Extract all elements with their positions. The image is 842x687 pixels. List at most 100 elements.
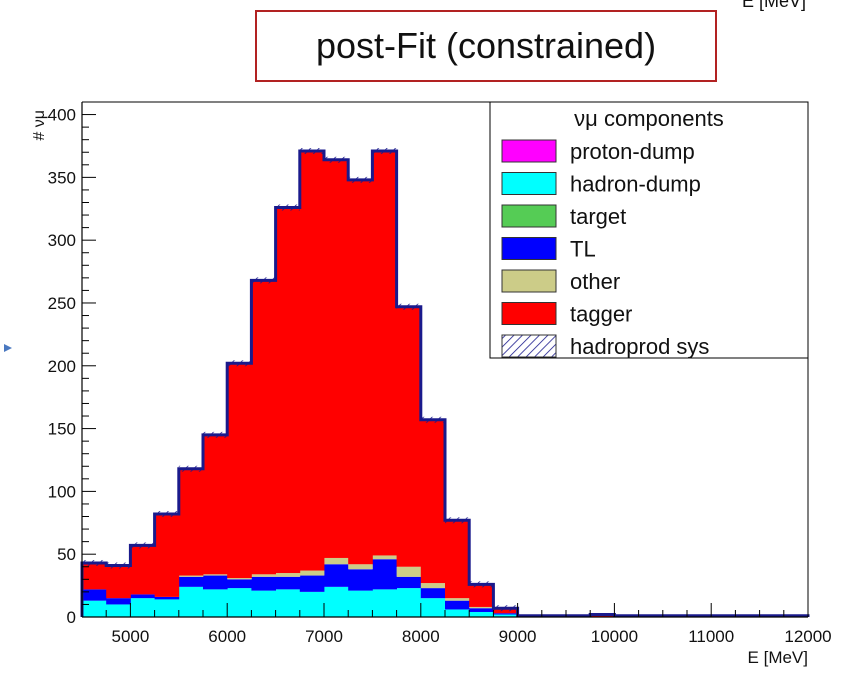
- sys-band-5: [203, 431, 228, 438]
- legend-swatch-TL: [501, 237, 557, 260]
- legend-swatch-tagger: [501, 302, 557, 325]
- y-tick-label: 300: [48, 231, 76, 250]
- bars-layer: [82, 150, 809, 617]
- bar-hadron-dump-11: [348, 590, 373, 617]
- bar-TL-9: [299, 575, 325, 592]
- bar-tagger-6: [227, 363, 252, 579]
- bar-hadron-dump-14: [420, 598, 446, 617]
- bar-TL-7: [251, 576, 276, 591]
- bar-hadron-dump-12: [372, 589, 397, 617]
- bar-TL-3: [154, 596, 180, 600]
- series-TL: [82, 559, 518, 615]
- bar-other-11: [348, 564, 373, 570]
- bar-TL-0: [82, 589, 107, 601]
- bar-TL-1: [106, 598, 131, 605]
- bar-hadron-dump-15: [445, 609, 470, 617]
- x-tick-label: 6000: [208, 627, 246, 646]
- bar-TL-17: [493, 613, 518, 615]
- bar-other-6: [227, 578, 252, 580]
- bar-TL-8: [275, 576, 301, 590]
- bar-TL-4: [178, 576, 204, 587]
- bar-TL-15: [445, 600, 470, 610]
- y-tick-label: 150: [48, 420, 76, 439]
- bar-hadron-dump-8: [275, 589, 301, 617]
- sys-band-7: [251, 277, 276, 284]
- y-tick-label: 50: [57, 545, 76, 564]
- bar-tagger-1: [106, 565, 131, 599]
- y-axis-label-group: # νμ: [31, 110, 48, 141]
- bar-hadron-dump-9: [299, 591, 325, 617]
- legend-layer: νμ components proton-dump hadron-dump targe…: [489, 101, 809, 359]
- bar-tagger-7: [251, 280, 276, 575]
- x-tick-label: 9000: [499, 627, 537, 646]
- y-tick-label: 350: [48, 168, 76, 187]
- sys-band-4: [178, 465, 203, 472]
- bar-TL-14: [420, 588, 446, 599]
- series-tagger: [82, 150, 809, 617]
- sys-band-6: [227, 360, 252, 367]
- bar-TL-2: [130, 594, 155, 599]
- x-tick-label: 7000: [305, 627, 343, 646]
- y-tick-label: 250: [48, 294, 76, 313]
- bar-tagger-11: [348, 179, 373, 565]
- y-tick-label: 200: [48, 357, 76, 376]
- bar-hadron-dump-7: [251, 590, 276, 617]
- x-tick-label: 12000: [784, 627, 831, 646]
- bar-tagger-2: [130, 545, 155, 595]
- bar-tagger-14: [420, 419, 446, 584]
- bar-other-7: [251, 574, 276, 577]
- bar-tagger-9: [299, 150, 325, 571]
- top-axis-label: E [MeV]: [741, 0, 806, 11]
- bar-hadron-dump-3: [154, 599, 180, 617]
- legend-label-other: other: [570, 269, 620, 294]
- y-tick-label: 400: [48, 106, 76, 125]
- sys-band-17: [493, 605, 518, 612]
- series-other: [178, 555, 494, 609]
- sys-band-13: [396, 303, 421, 310]
- sys-band-9: [299, 147, 324, 154]
- y-tick-label: 0: [67, 608, 76, 627]
- bar-tagger-15: [445, 520, 470, 599]
- legend-label-target: target: [570, 204, 626, 229]
- sys-band-3: [154, 511, 179, 517]
- bar-other-14: [420, 583, 446, 589]
- legend-label-hadron-dump: hadron-dump: [570, 172, 701, 197]
- x-axis-label: E [MeV]: [748, 648, 808, 667]
- legend-swatch-target: [501, 204, 557, 228]
- sys-band-14: [420, 416, 445, 423]
- bar-TL-10: [324, 564, 349, 587]
- sys-band-10: [324, 156, 349, 163]
- chart-title: post-Fit (constrained): [315, 25, 657, 66]
- x-tick-label: 8000: [402, 627, 440, 646]
- bar-TL-13: [396, 576, 422, 589]
- bar-TL-11: [348, 569, 373, 591]
- bar-hadron-dump-13: [396, 588, 422, 617]
- bar-hadron-dump-4: [178, 586, 204, 617]
- outline-layer: [80, 147, 810, 618]
- sys-band-11: [348, 176, 373, 183]
- bar-other-10: [324, 557, 349, 565]
- legend-swatch-hadroprod sys: [501, 334, 557, 358]
- bar-other-5: [203, 574, 228, 576]
- bar-other-13: [396, 566, 422, 577]
- bar-TL-12: [372, 559, 397, 590]
- sys-band-1: [106, 562, 131, 569]
- title-box: post-Fit (constrained): [255, 10, 717, 82]
- sys-band-8: [275, 204, 300, 211]
- bar-TL-16: [469, 608, 494, 612]
- bar-tagger-13: [396, 306, 422, 567]
- bar-tagger-8: [275, 207, 301, 574]
- legend-label-hadroprod sys: hadroprod sys: [570, 334, 709, 359]
- bar-hadron-dump-2: [130, 598, 155, 617]
- x-tick-label: 10000: [591, 627, 638, 646]
- legend-swatch-hadron-dump: [501, 172, 557, 195]
- bar-other-12: [372, 555, 397, 560]
- bar-hadron-dump-10: [324, 586, 349, 617]
- series-hadron-dump: [82, 586, 518, 617]
- legend-label-TL: TL: [570, 237, 596, 262]
- sys-band-15: [445, 517, 470, 524]
- y-axis-label: # νμ: [31, 110, 48, 141]
- bar-hadron-dump-0: [82, 600, 107, 617]
